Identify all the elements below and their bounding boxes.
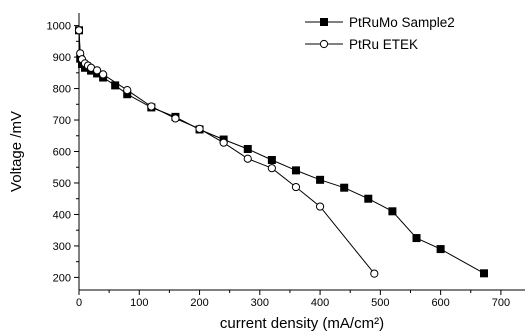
data-point-square — [267, 155, 276, 164]
data-point-circle — [123, 86, 132, 95]
data-point-square — [388, 207, 397, 216]
x-tick-label: 200 — [190, 297, 208, 309]
data-point-circle — [74, 26, 84, 35]
data-point-circle — [370, 269, 379, 278]
legend-marker-square — [320, 18, 328, 26]
x-tick-label: 400 — [311, 297, 329, 309]
legend-label: PtRu ETEK — [349, 37, 418, 52]
y-tick-label: 300 — [53, 241, 71, 253]
legend-marker-circle — [319, 39, 329, 49]
data-point-square — [480, 269, 489, 278]
legend: PtRuMo Sample2 PtRu ETEK — [305, 15, 455, 52]
data-point-circle — [171, 114, 180, 123]
data-point-square — [340, 183, 349, 192]
data-point-square — [412, 234, 421, 243]
y-tick-label: 900 — [53, 52, 71, 64]
data-point-square — [291, 166, 300, 175]
data-point-circle — [243, 154, 252, 163]
data-point-circle — [267, 164, 276, 173]
y-tick-label: 700 — [53, 115, 71, 127]
series-1 — [75, 26, 489, 278]
y-tick-label: 500 — [53, 178, 71, 190]
data-point-square — [436, 245, 445, 254]
data-point-square — [316, 175, 325, 184]
y-tick-label: 200 — [53, 272, 71, 284]
x-tick-label: 600 — [431, 297, 449, 309]
data-point-circle — [315, 202, 325, 211]
data-point-circle — [147, 102, 156, 111]
series-line — [78, 30, 485, 274]
series-line — [78, 30, 375, 274]
legend-label: PtRuMo Sample2 — [349, 15, 455, 30]
data-point-circle — [219, 138, 228, 147]
y-tick-label: 800 — [53, 84, 71, 96]
series-2 — [74, 26, 379, 278]
legend-entry-1: PtRuMo Sample2 — [305, 15, 455, 30]
y-axis-title: Voltage /mV — [8, 111, 25, 192]
x-tick-label: 500 — [371, 297, 389, 309]
y-tick-label: 400 — [53, 209, 71, 221]
data-point-circle — [195, 124, 204, 133]
x-tick-label: 100 — [130, 297, 148, 309]
data-point-square — [364, 194, 373, 203]
y-tick-label: 600 — [53, 147, 71, 159]
y-tick-label: 1000 — [47, 21, 71, 33]
x-tick-label: 300 — [251, 297, 269, 309]
data-point-circle — [291, 182, 301, 192]
data-point-circle — [92, 66, 102, 75]
legend-entry-2: PtRu ETEK — [305, 37, 418, 52]
x-axis-title: current density (mA/cm²) — [220, 315, 384, 332]
axes: 0 100 200 300 400 500 600 700 200 300 400 500 600 700… — [47, 13, 525, 309]
x-tick-label: 0 — [76, 297, 82, 309]
series-layer — [74, 26, 489, 278]
data-point-circle — [99, 70, 108, 79]
data-point-square — [243, 144, 252, 153]
data-point-square — [111, 81, 120, 90]
x-tick-label: 700 — [492, 297, 510, 309]
